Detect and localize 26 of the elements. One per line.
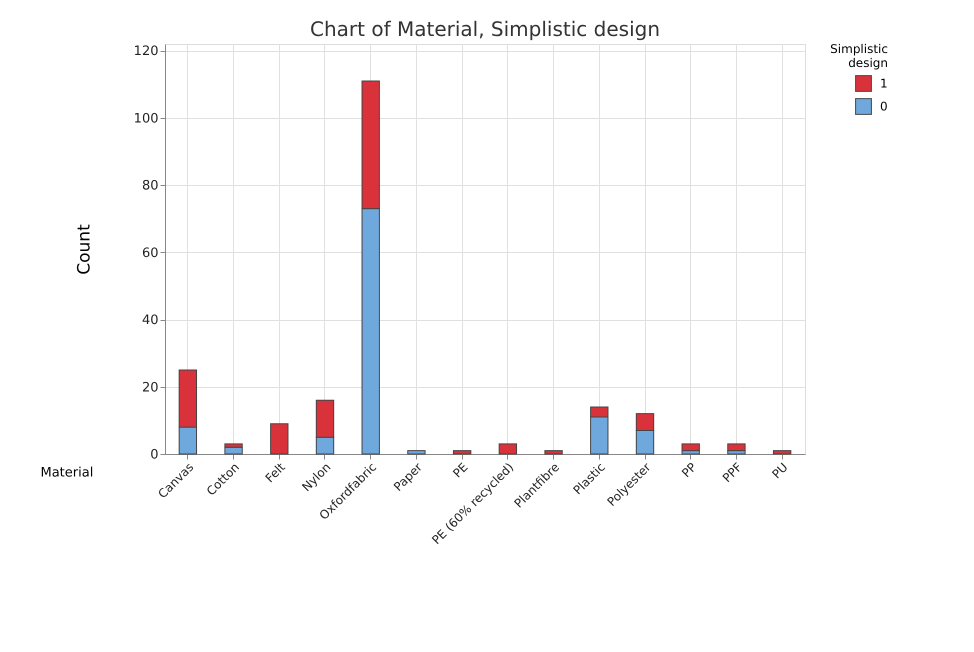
bar <box>682 443 700 452</box>
bar <box>270 423 288 454</box>
bar <box>772 450 792 454</box>
x-tick-label: PE <box>450 460 471 480</box>
y-tick-label: 20 <box>142 380 158 396</box>
bar <box>407 450 426 454</box>
x-tick-label: Felt <box>262 460 288 486</box>
bar <box>498 443 518 454</box>
y-tick-label: 60 <box>142 246 158 261</box>
x-tick-label: PP <box>679 460 700 480</box>
bar <box>544 450 563 454</box>
x-axis-title: Material <box>40 466 94 480</box>
y-tick-label: 40 <box>142 313 158 328</box>
legend-label: 0 <box>880 100 888 114</box>
bar <box>452 450 472 454</box>
legend-title: Simplistic design <box>830 42 888 70</box>
bar <box>727 443 746 452</box>
y-axis-title: Count <box>74 224 95 275</box>
y-tick-label: 120 <box>134 44 158 60</box>
x-tick-label: PU <box>769 460 791 482</box>
y-tick-label: 0 <box>150 448 158 462</box>
y-tick-label: 100 <box>134 111 158 126</box>
y-tick-label: 80 <box>142 178 158 194</box>
x-tick-label: PPF <box>720 460 745 486</box>
chart-title: Chart of Material, Simplistic design <box>310 17 660 41</box>
legend-label: 1 <box>880 76 888 90</box>
